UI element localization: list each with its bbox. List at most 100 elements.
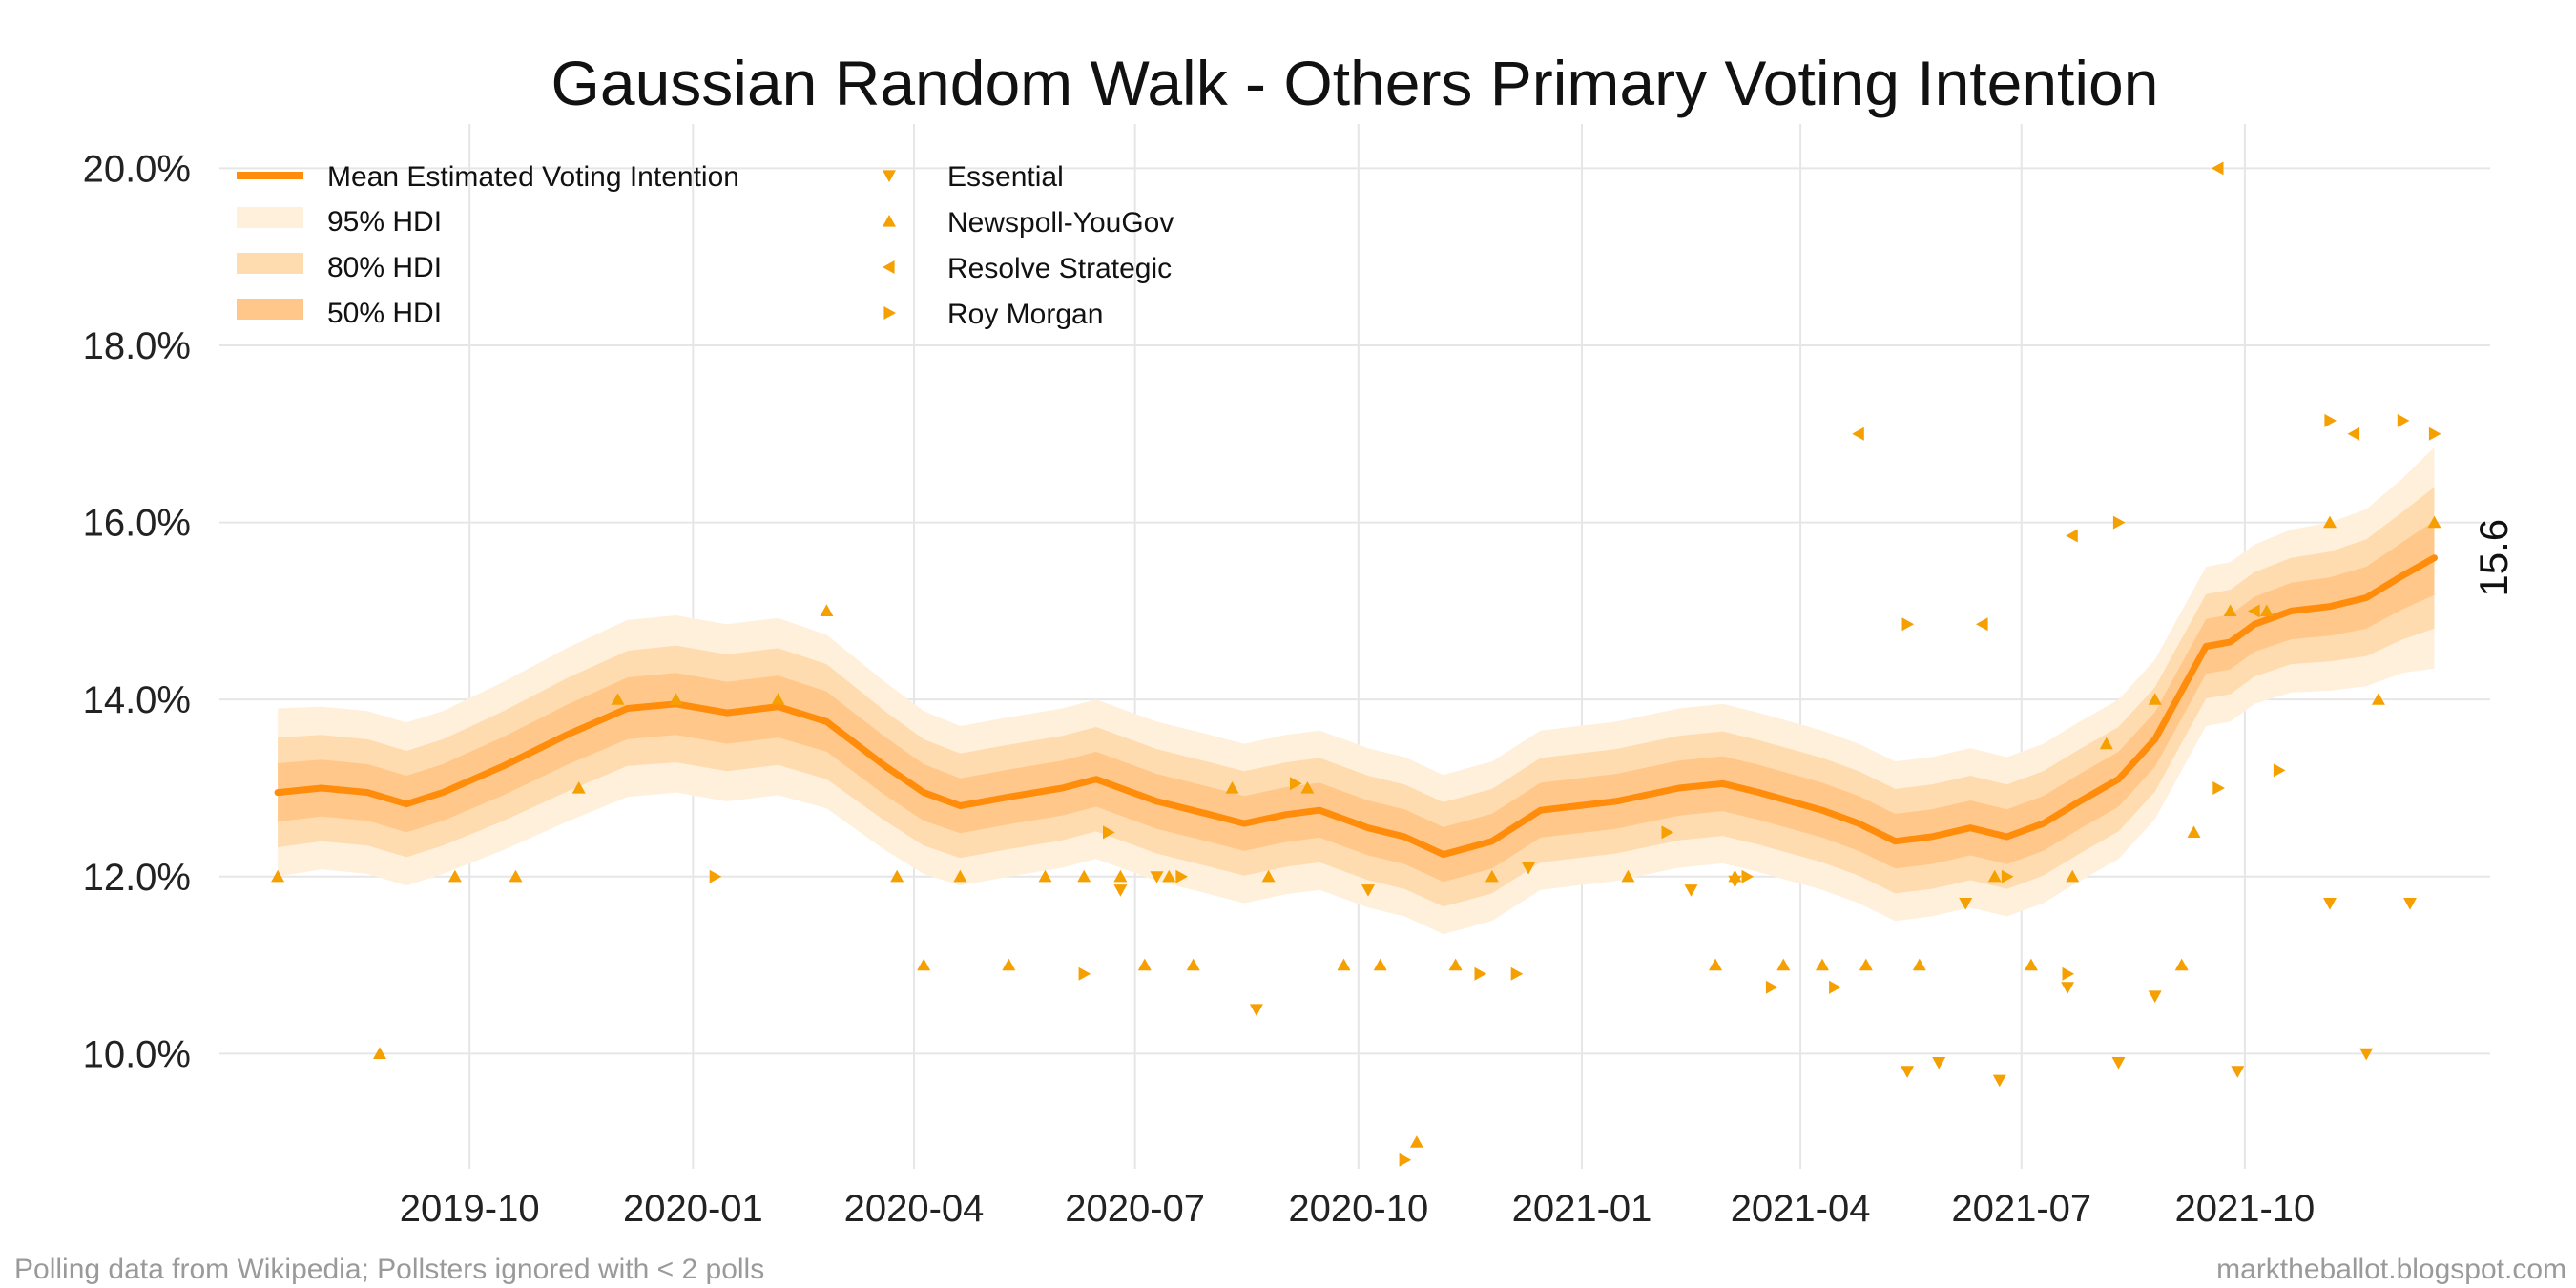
footer-site: marktheballot.blogspot.com bbox=[2216, 1254, 2566, 1285]
poll-point bbox=[1621, 869, 1635, 883]
poll-point bbox=[1728, 869, 1742, 883]
poll-point bbox=[2324, 413, 2337, 427]
end-value-label: 15.6 bbox=[2471, 519, 2516, 597]
legend: Mean Estimated Voting Intention 95% HDI … bbox=[237, 161, 1174, 330]
x-tick-label: 2020-10 bbox=[1288, 1188, 1428, 1230]
hdi50-band bbox=[278, 520, 2435, 883]
poll-point bbox=[1038, 869, 1052, 883]
poll-point bbox=[1225, 781, 1239, 794]
poll-point bbox=[1709, 958, 1722, 971]
poll-point bbox=[2212, 781, 2225, 795]
legend-pollster-label: Resolve Strategic bbox=[947, 253, 1172, 284]
poll-point bbox=[1137, 958, 1152, 971]
poll-point bbox=[2112, 515, 2126, 530]
poll-point bbox=[917, 958, 931, 971]
poll-point bbox=[1113, 884, 1128, 897]
poll-point bbox=[1859, 958, 1873, 971]
legend-pollster-label: Essential bbox=[947, 161, 1064, 193]
poll-point bbox=[1409, 1135, 1423, 1148]
legend-hdi80-swatch bbox=[237, 253, 303, 274]
poll-point bbox=[2259, 604, 2274, 616]
hdi80-band bbox=[278, 487, 2435, 907]
legend-marker-resolve-strategic bbox=[883, 260, 895, 274]
poll-point bbox=[890, 869, 904, 883]
poll-point bbox=[1776, 958, 1791, 971]
legend-pollster-label: Newspoll-YouGov bbox=[947, 207, 1174, 239]
mean-line bbox=[274, 554, 2438, 859]
poll-point bbox=[1300, 781, 1315, 794]
poll-point bbox=[1078, 966, 1091, 981]
x-tick-label: 2021-10 bbox=[2175, 1188, 2316, 1230]
poll-point bbox=[2273, 763, 2286, 778]
legend-pollsters: Essential Newspoll-YouGov Resolve Strategi… bbox=[883, 161, 1174, 330]
grid bbox=[219, 124, 2490, 1169]
poll-point bbox=[2062, 966, 2075, 981]
poll-point bbox=[1113, 869, 1128, 883]
poll-point bbox=[771, 693, 785, 705]
poll-point bbox=[1448, 958, 1463, 971]
poll-point bbox=[1932, 1057, 1946, 1070]
poll-point bbox=[2428, 426, 2441, 441]
legend-hdi80-label: 80% HDI bbox=[327, 252, 442, 283]
poll-point bbox=[2066, 529, 2078, 543]
poll-point bbox=[1485, 869, 1499, 883]
poll-point bbox=[2187, 825, 2201, 838]
poll-point bbox=[2001, 869, 2014, 883]
poll-point bbox=[2323, 515, 2337, 529]
legend-hdi50-swatch bbox=[237, 299, 303, 320]
poll-point bbox=[2248, 604, 2260, 618]
poll-point bbox=[2371, 693, 2385, 705]
poll-point bbox=[953, 869, 967, 883]
poll-point bbox=[1150, 871, 1164, 883]
x-tick-label: 2020-01 bbox=[623, 1188, 763, 1230]
legend-hdi50-label: 50% HDI bbox=[327, 298, 442, 329]
poll-point bbox=[1976, 617, 1988, 632]
x-tick-label: 2021-04 bbox=[1731, 1188, 1871, 1230]
poll-point bbox=[1901, 1066, 1915, 1078]
poll-point bbox=[1661, 825, 1674, 840]
poll-point bbox=[1077, 869, 1091, 883]
poll-point bbox=[1987, 869, 2002, 883]
poll-points bbox=[271, 161, 2441, 1167]
poll-point bbox=[1361, 884, 1375, 897]
poll-point bbox=[2111, 1057, 2126, 1070]
y-tick-label: 16.0% bbox=[83, 503, 191, 545]
poll-point bbox=[2323, 898, 2337, 910]
chart-title: Gaussian Random Walk - Others Primary Vo… bbox=[551, 48, 2159, 118]
poll-point bbox=[1399, 1153, 1412, 1167]
x-tick-label: 2019-10 bbox=[400, 1188, 540, 1230]
poll-point bbox=[2211, 161, 2224, 176]
poll-point bbox=[1261, 869, 1276, 883]
poll-point bbox=[1852, 426, 1864, 441]
y-axis-ticks: 10.0% 12.0% 14.0% 16.0% 18.0% 20.0% bbox=[83, 148, 191, 1075]
poll-point bbox=[2223, 604, 2237, 616]
poll-point bbox=[2403, 898, 2417, 910]
x-tick-label: 2021-01 bbox=[1512, 1188, 1652, 1230]
legend-pollster-label: Roy Morgan bbox=[947, 299, 1103, 330]
poll-point bbox=[2397, 413, 2410, 427]
poll-point bbox=[2347, 426, 2360, 441]
legend-marker-essential bbox=[883, 170, 896, 182]
poll-point bbox=[2024, 958, 2038, 971]
poll-point bbox=[1186, 958, 1200, 971]
x-axis-ticks: 2019-10 2020-01 2020-04 2020-07 2020-10 2021-… bbox=[400, 1188, 2316, 1230]
poll-point bbox=[1684, 884, 1698, 897]
poll-point bbox=[2148, 693, 2162, 705]
poll-point bbox=[1337, 958, 1351, 971]
poll-point bbox=[1741, 869, 1755, 883]
y-tick-label: 18.0% bbox=[83, 325, 191, 367]
poll-point bbox=[1175, 869, 1188, 883]
poll-point bbox=[1522, 862, 1535, 875]
poll-point bbox=[1829, 980, 1841, 994]
legend-marker-newspoll-yougov bbox=[883, 215, 896, 227]
x-tick-label: 2020-04 bbox=[844, 1188, 985, 1230]
poll-point bbox=[1901, 617, 1915, 632]
poll-point bbox=[1992, 1074, 2006, 1088]
poll-point bbox=[271, 869, 285, 883]
poll-point bbox=[2061, 982, 2075, 994]
hdi-bands bbox=[278, 447, 2435, 935]
mean-line-group bbox=[274, 554, 2438, 859]
x-tick-label: 2020-07 bbox=[1065, 1188, 1205, 1230]
poll-point bbox=[709, 869, 722, 883]
legend-marker-roy-morgan bbox=[883, 306, 896, 320]
